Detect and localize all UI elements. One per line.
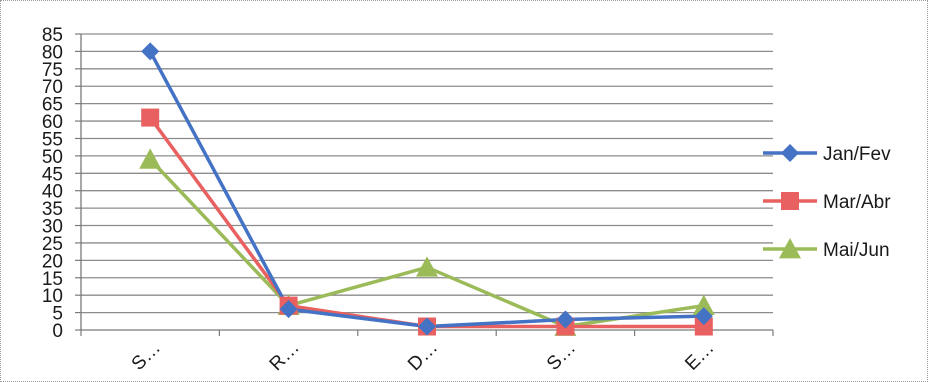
y-tick-label: 25 (42, 234, 63, 255)
series-line (148, 50, 704, 329)
legend-marker (781, 192, 799, 210)
y-tick-label: 45 (42, 164, 63, 185)
legend-label: Mai/Jun (823, 240, 890, 261)
y-tick-label: 15 (42, 269, 63, 290)
legend-label: Mar/Abr (823, 192, 891, 213)
y-tick-label: 50 (42, 147, 63, 168)
x-tick-label: S… (128, 337, 165, 374)
data-point (416, 256, 438, 277)
y-tick-label: 30 (42, 217, 63, 238)
x-tick-label: R… (266, 337, 304, 375)
legend: Jan/Fev Mar/Abr Mai/Jun (763, 144, 891, 261)
data-point (418, 317, 436, 336)
data-point (692, 294, 715, 315)
y-tick-label: 60 (42, 112, 63, 133)
axes (75, 33, 774, 336)
y-tick-label: 40 (42, 182, 63, 203)
x-tick-label: E… (681, 337, 718, 374)
y-tick-label: 35 (42, 199, 63, 220)
data-point (139, 148, 162, 169)
y-tick-label: 20 (42, 251, 63, 272)
y-tick-label: 80 (42, 42, 63, 63)
data-point (279, 300, 298, 319)
y-tick-label: 10 (42, 286, 63, 307)
legend-label: Jan/Fev (823, 144, 891, 165)
legend-marker (779, 238, 801, 259)
y-tick-label: 65 (42, 95, 63, 116)
x-tick-label: D… (404, 337, 442, 375)
data-point (694, 317, 713, 336)
data-point (556, 310, 575, 329)
y-tick-label: 85 (42, 25, 63, 46)
data-point (694, 307, 713, 326)
y-tick-label: 0 (52, 321, 63, 342)
x-tick-label: S… (543, 337, 580, 374)
y-tick-label: 5 (52, 304, 63, 325)
data-point (141, 108, 160, 127)
y-tick-label: 55 (42, 129, 63, 150)
series (139, 42, 715, 336)
x-tick-labels: S… R… D… S… E… (128, 337, 719, 375)
legend-marker (781, 144, 799, 162)
y-tick-label: 70 (42, 77, 63, 98)
y-tick-label: 75 (42, 60, 63, 81)
data-point (141, 42, 160, 61)
